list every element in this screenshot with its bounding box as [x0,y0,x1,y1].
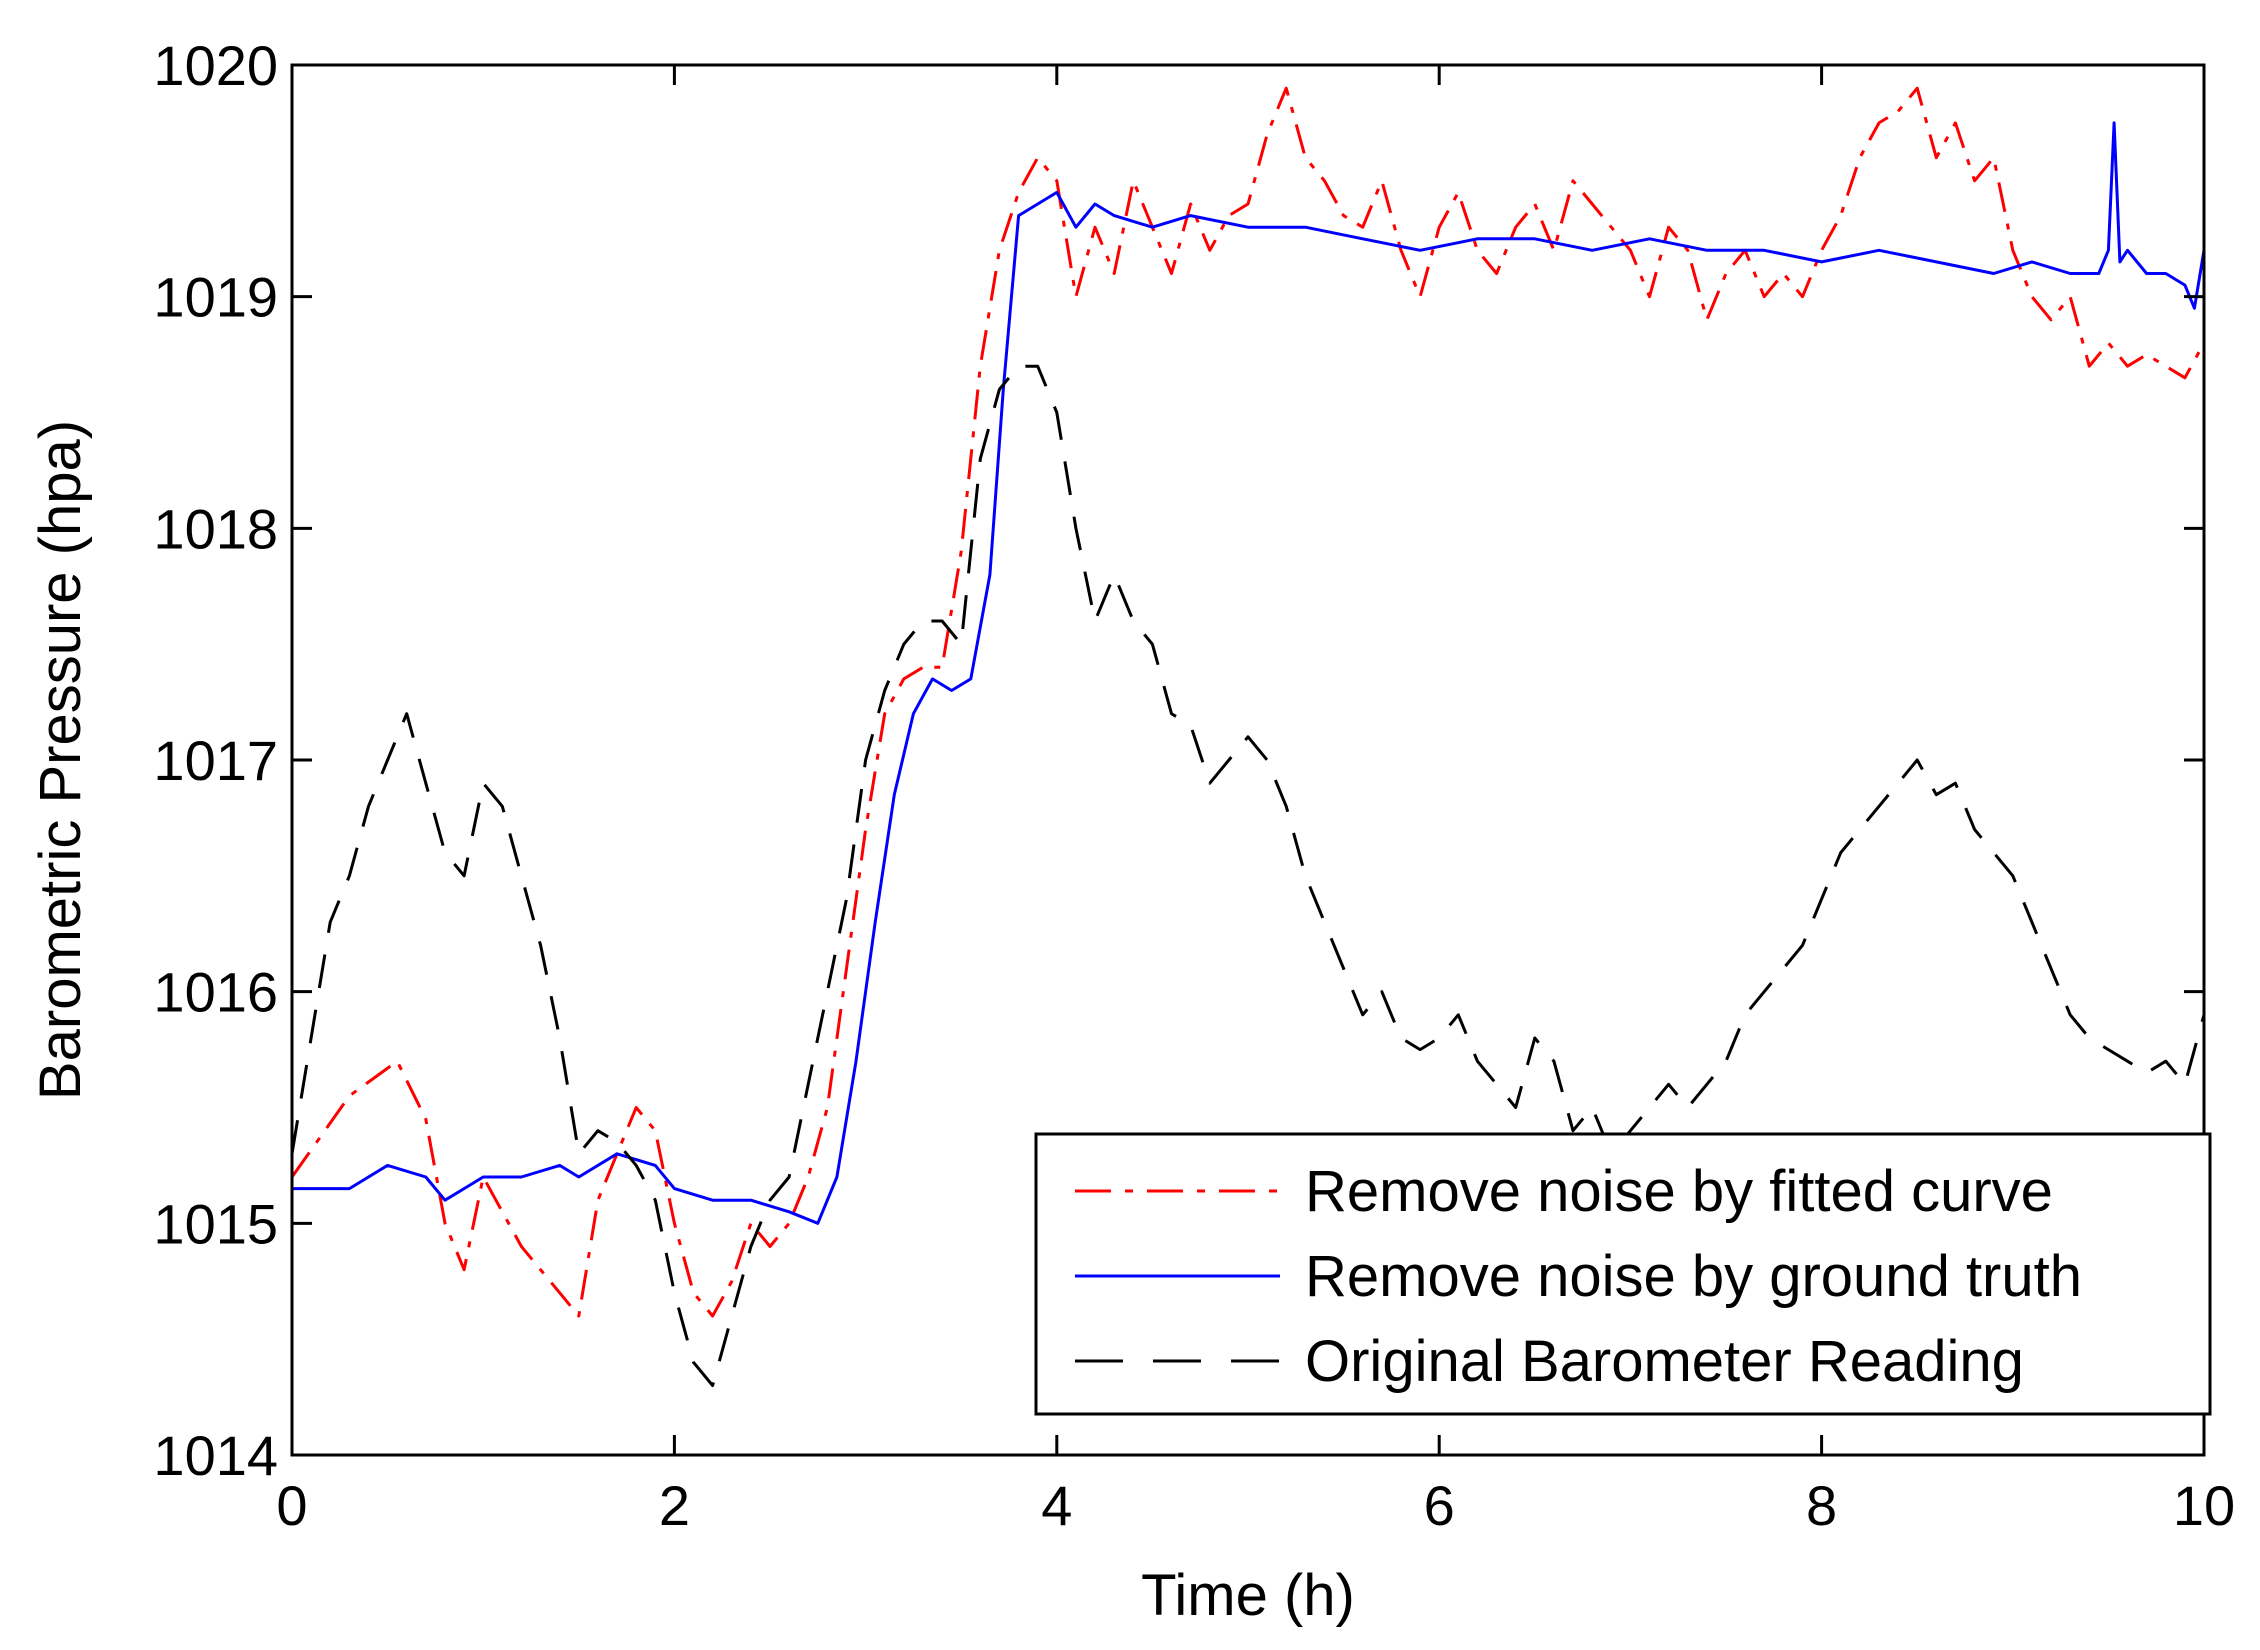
legend-label-original-reading: Original Barometer Reading [1305,1329,2024,1394]
y-tick-label: 1017 [153,729,278,792]
x-tick-label: 2 [659,1474,690,1537]
y-tick-label: 1015 [153,1192,278,1255]
y-tick-label: 1019 [153,266,278,329]
y-axis-title: Barometric Pressure (hpa) [28,420,93,1100]
y-tick-label: 1020 [153,34,278,97]
ticks-layer: 0 2 4 6 8 10 1014 1015 1016 1017 1018 1019 1020 [153,34,2235,1537]
legend-box [1034,1132,2212,1416]
y-tick-label: 1014 [153,1424,278,1487]
series-line-remove-noise-by-fitted-curve [290,86,2206,1318]
series-line-remove-noise-by-ground-truth [292,121,2206,1225]
legend-label-ground-truth: Remove noise by ground truth [1305,1244,2082,1309]
x-tick-label: 4 [1041,1474,1072,1537]
series-layer [290,86,2206,1387]
x-axis-title: Time (h) [1141,1563,1355,1628]
legend: Remove noise by fitted curve Remove nois… [1034,1132,2212,1416]
x-tick-label: 0 [276,1474,307,1537]
y-tick-label: 1016 [153,961,278,1024]
x-tick-label: 8 [1806,1474,1837,1537]
y-tick-label: 1018 [153,497,278,560]
x-tick-label: 6 [1424,1474,1455,1537]
legend-label-fitted-curve: Remove noise by fitted curve [1305,1159,2053,1224]
x-tick-label: 10 [2173,1474,2235,1537]
series-line-original-barometer-reading [290,364,2206,1387]
